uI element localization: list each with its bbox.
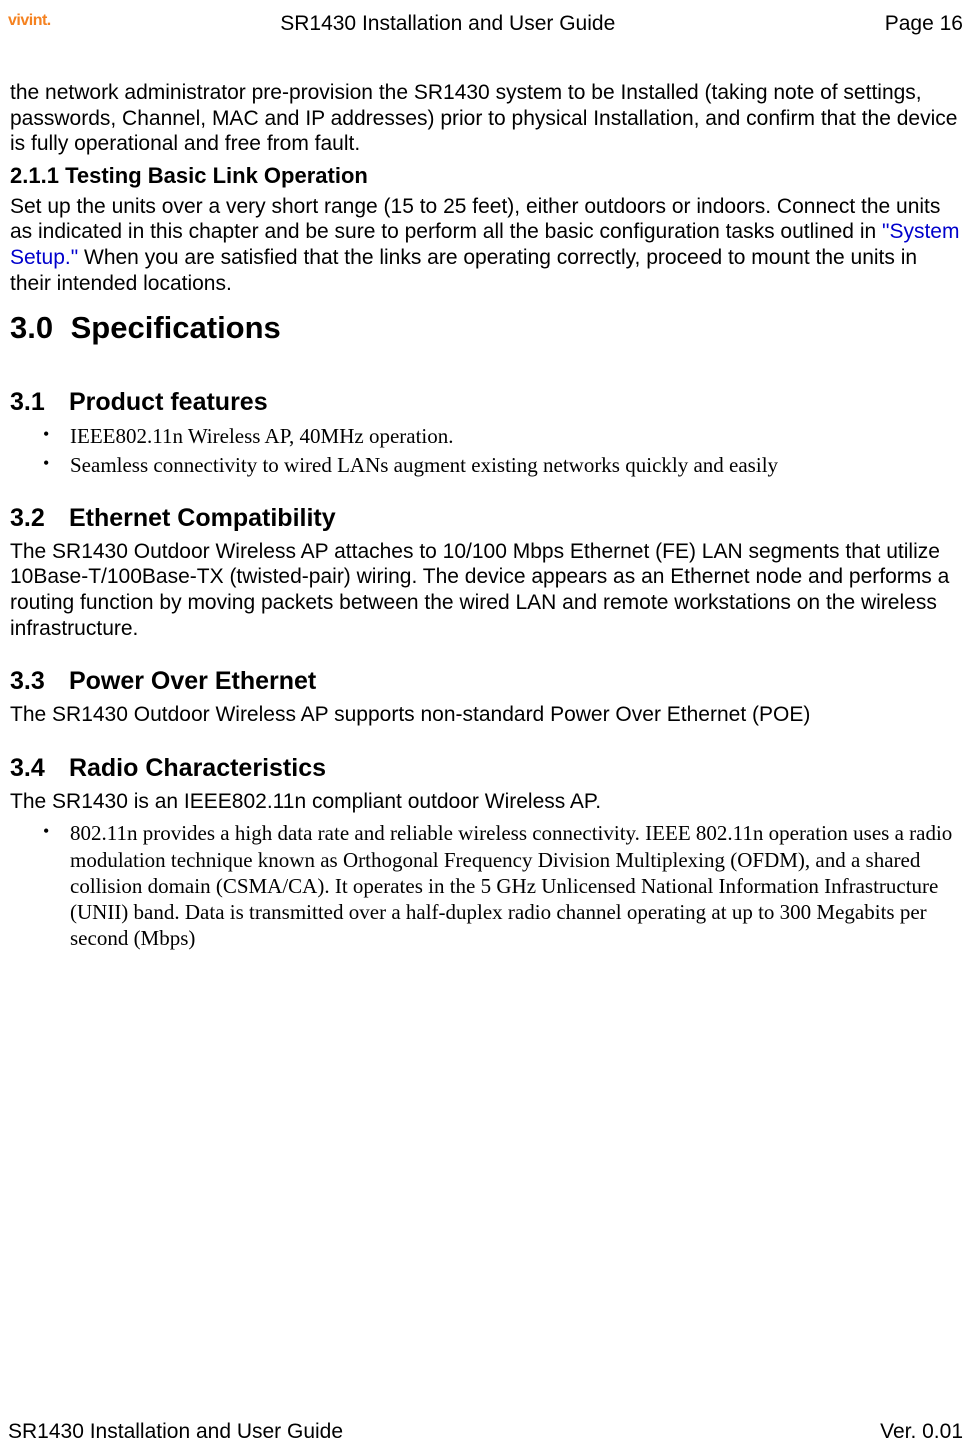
heading-3-2: 3.2 Ethernet Compatibility <box>10 504 963 533</box>
section-211-text: Set up the units over a very short range… <box>10 194 963 296</box>
page-number: Page 16 <box>885 12 963 36</box>
text-after-link: When you are satisfied that the links ar… <box>10 246 917 295</box>
heading-title: Specifications <box>71 310 281 345</box>
page-content: the network administrator pre-provision … <box>8 80 963 952</box>
list-item: Seamless connectivity to wired LANs augm… <box>10 452 963 478</box>
heading-3-1: 3.1 Product features <box>10 388 963 417</box>
heading-title: Power Over Ethernet <box>69 667 316 695</box>
heading-title: Product features <box>69 388 268 416</box>
page-header: vivint. SR1430 Installation and User Gui… <box>8 12 963 36</box>
product-features-list: IEEE802.11n Wireless AP, 40MHz operation… <box>10 423 963 478</box>
list-item: IEEE802.11n Wireless AP, 40MHz operation… <box>10 423 963 449</box>
heading-number: 3.3 <box>10 667 62 696</box>
heading-number: 3.1 <box>10 388 62 417</box>
heading-3-3: 3.3 Power Over Ethernet <box>10 667 963 696</box>
heading-2-1-1: 2.1.1 Testing Basic Link Operation <box>10 163 963 189</box>
heading-title: Ethernet Compatibility <box>69 504 336 532</box>
text-before-link: Set up the units over a very short range… <box>10 195 940 244</box>
section-33-text: The SR1430 Outdoor Wireless AP supports … <box>10 702 963 728</box>
heading-title: Testing Basic Link Operation <box>65 163 368 188</box>
section-32-text: The SR1430 Outdoor Wireless AP attaches … <box>10 539 963 641</box>
heading-title: Radio Characteristics <box>69 754 326 782</box>
intro-paragraph: the network administrator pre-provision … <box>10 80 963 157</box>
heading-number: 2.1.1 <box>10 163 59 188</box>
header-title: SR1430 Installation and User Guide <box>11 12 885 36</box>
footer-right: Ver. 0.01 <box>880 1420 963 1444</box>
list-item: 802.11n provides a high data rate and re… <box>10 820 963 951</box>
heading-3-4: 3.4 Radio Characteristics <box>10 754 963 783</box>
footer-left: SR1430 Installation and User Guide <box>8 1420 343 1444</box>
page-footer: SR1430 Installation and User Guide Ver. … <box>8 1420 963 1444</box>
section-34-text: The SR1430 is an IEEE802.11n compliant o… <box>10 789 963 815</box>
heading-number: 3.2 <box>10 504 62 533</box>
heading-number: 3.4 <box>10 754 62 783</box>
heading-number: 3.0 <box>10 310 62 346</box>
radio-characteristics-list: 802.11n provides a high data rate and re… <box>10 820 963 951</box>
heading-3-0: 3.0 Specifications <box>10 310 963 346</box>
